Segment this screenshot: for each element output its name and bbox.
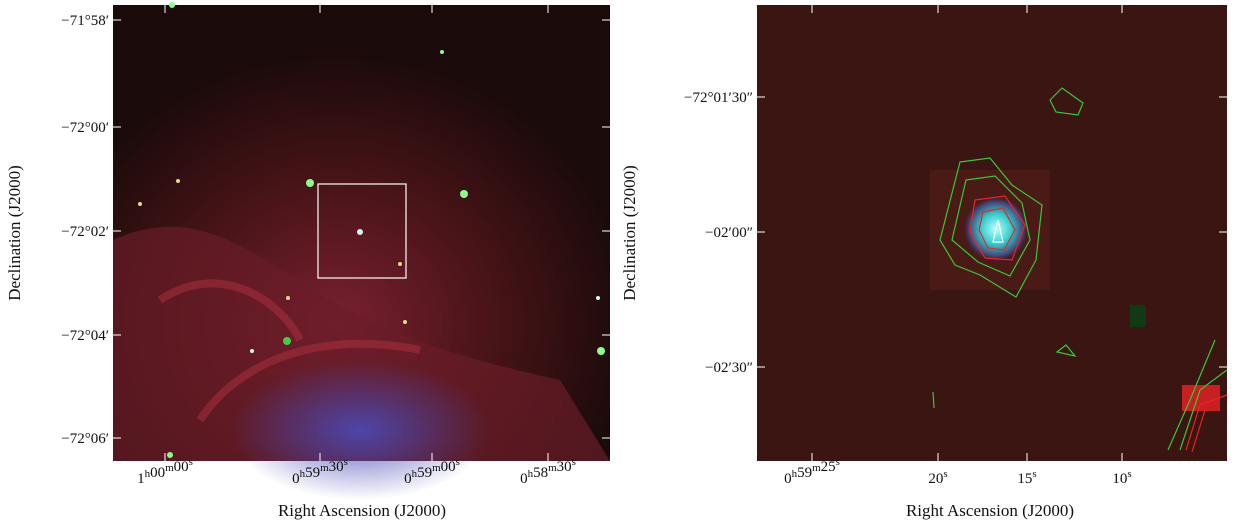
y-tick-label: −71°58′: [61, 13, 109, 29]
x-tick-label: 20s: [928, 468, 947, 487]
y-tick-label: −72°06′: [61, 431, 109, 447]
figure: −71°58′−72°00′−72°02′−72°04′−72°06′1h00m…: [0, 0, 1234, 524]
x-tick-label: 15s: [1017, 468, 1036, 487]
y-tick-label: −72°01′30″: [684, 90, 753, 106]
x-axis-label: Right Ascension (J2000): [906, 501, 1074, 520]
y-tick-label: −02′00″: [705, 225, 753, 241]
y-tick-label: −72°04′: [61, 328, 109, 344]
y-tick-label: −72°02′: [61, 224, 109, 240]
y-tick-label: −72°00′: [61, 120, 109, 136]
left-image: [113, 2, 610, 500]
y-tick-label: −02′30″: [705, 360, 753, 376]
y-axis-label: Declination (J2000): [620, 165, 639, 301]
x-tick-label: 10s: [1112, 468, 1131, 487]
y-axis-label: Declination (J2000): [5, 165, 24, 301]
x-axis-label: Right Ascension (J2000): [278, 501, 446, 520]
right-image: [757, 5, 1227, 461]
